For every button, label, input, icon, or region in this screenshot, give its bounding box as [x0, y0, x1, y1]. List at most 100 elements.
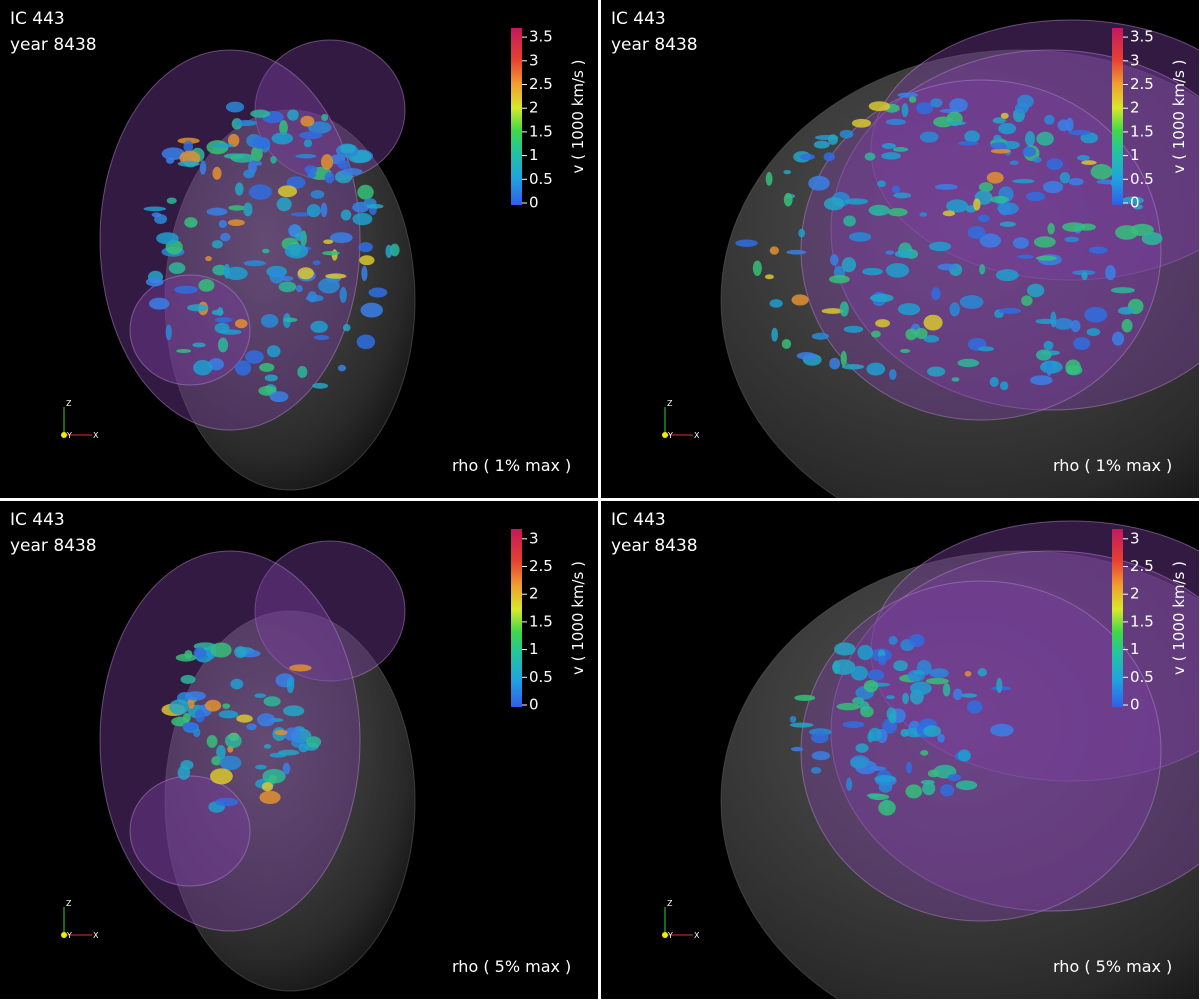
ejecta-blob: [893, 192, 912, 199]
panel-title: IC 443: [10, 510, 65, 530]
ejecta-blob: [1121, 196, 1144, 205]
ejecta-blob: [224, 733, 242, 749]
ejecta-blob: [859, 701, 870, 712]
ejecta-blob: [278, 281, 297, 293]
ejecta-blob: [225, 101, 245, 113]
ejecta-blob: [194, 709, 206, 723]
ejecta-blob: [340, 209, 352, 221]
ejecta-blob: [361, 265, 368, 282]
purple-shell: [129, 775, 251, 887]
ejecta-blob: [286, 677, 295, 694]
ejecta-blob: [794, 694, 816, 701]
axis-label: X: [694, 431, 700, 440]
ejecta-blob: [193, 359, 213, 376]
ejecta-blob: [206, 207, 228, 216]
colorbar-tick-label: 0.5: [529, 170, 553, 188]
ejecta-blob: [277, 185, 298, 198]
panel-caption: rho ( 5% max ): [452, 957, 571, 976]
colorbar-tick-label: 0.5: [1130, 668, 1154, 686]
ejecta-blob: [193, 647, 206, 659]
ejecta-blob: [897, 303, 921, 316]
axis-y: [61, 932, 67, 938]
ejecta-blob: [979, 233, 1002, 248]
ejecta-blob: [222, 703, 231, 709]
colorbar-tick-label: 2: [529, 99, 539, 117]
ejecta-blob: [1012, 237, 1029, 249]
ejecta-blob: [360, 302, 383, 318]
ejecta-blob: [1077, 155, 1090, 161]
ejecta-blob: [305, 294, 324, 302]
ejecta-blob: [978, 182, 994, 193]
colorbar-tick-label: 1: [1130, 146, 1140, 164]
ejecta-blob: [227, 219, 245, 227]
ejecta-blob: [964, 671, 972, 677]
ejecta-blob: [259, 362, 275, 372]
ejecta-blob: [339, 144, 356, 154]
ejecta-blob: [877, 180, 886, 188]
ejecta-blob: [182, 712, 191, 723]
ejecta-blob: [261, 781, 274, 792]
ejecta-blob: [925, 677, 949, 685]
ejecta-blob: [303, 139, 313, 148]
colorbar: [1112, 28, 1123, 205]
ejecta-blob: [927, 366, 946, 377]
ejecta-blob: [325, 273, 347, 279]
ejecta-blob: [1121, 318, 1133, 333]
colorbar-tick-label: 2.5: [529, 557, 553, 575]
ejecta-blob: [268, 774, 278, 784]
ejecta-blob: [841, 257, 857, 273]
ejecta-blob: [243, 202, 253, 217]
ejecta-blob: [841, 364, 865, 370]
ejecta-blob: [180, 674, 196, 685]
ejecta-blob: [294, 232, 304, 241]
ejecta-blob: [1081, 271, 1088, 281]
ejecta-blob: [329, 232, 353, 244]
render-view: IC 443 year 8438 rho ( 1% max ) 0 0.5 1 1.5 2 2.…: [10, 9, 587, 491]
colorbar-tick-label: 1.5: [529, 122, 553, 140]
ejecta-blob: [310, 320, 328, 333]
ejecta-blob: [187, 698, 195, 709]
ejecta-blob: [857, 644, 873, 661]
ejecta-blob: [260, 313, 279, 328]
ejecta-blob: [937, 263, 957, 271]
ejecta-blob: [225, 266, 248, 281]
ejecta-blob: [889, 369, 897, 381]
ejecta-blob: [337, 160, 350, 170]
ejecta-blob: [891, 185, 901, 194]
ejecta-blob: [287, 109, 299, 121]
ejecta-blob: [946, 199, 969, 213]
ejecta-blob: [927, 769, 940, 778]
ejecta-blob: [236, 714, 253, 723]
ejecta-blob: [851, 118, 872, 128]
ejecta-blob: [184, 691, 207, 701]
ejecta-blob: [177, 765, 191, 780]
ejecta-blob: [977, 214, 990, 223]
ejecta-blob: [961, 693, 977, 698]
ejecta-blob: [255, 161, 262, 166]
ejecta-blob: [220, 232, 231, 242]
ejecta-blob: [321, 113, 329, 122]
panel: IC 443 year 8438 rho ( 5% max ) 0 0.5 1 1.5 2 2.…: [0, 501, 598, 999]
ejecta-blob: [973, 198, 981, 211]
ejecta-blob: [262, 248, 270, 254]
ejecta-blob: [145, 277, 164, 287]
ejecta-blob: [1033, 236, 1056, 248]
ejecta-blob: [148, 297, 170, 310]
ejecta-blob: [811, 751, 831, 761]
ejecta-blob: [786, 249, 807, 255]
colorbar-tick-label: 0.5: [529, 668, 553, 686]
panel-subtitle: year 8438: [611, 35, 698, 55]
ejecta-blob: [990, 196, 1009, 204]
render-view: IC 443 year 8438 rho ( 5% max ) 0 0.5 1 1.5 2 2.…: [10, 510, 587, 992]
ejecta-blob: [234, 646, 247, 659]
ejecta-blob: [783, 169, 792, 175]
ejecta-blob: [295, 153, 317, 159]
purple-shell: [254, 540, 406, 682]
axis-label: Z: [66, 899, 72, 908]
ejecta-blob: [869, 293, 894, 303]
ejecta-blob: [885, 263, 910, 278]
axis-label: Z: [667, 399, 673, 408]
ejecta-blob: [868, 204, 890, 216]
ejecta-blob: [990, 723, 1014, 737]
ejecta-blob: [990, 148, 1011, 154]
